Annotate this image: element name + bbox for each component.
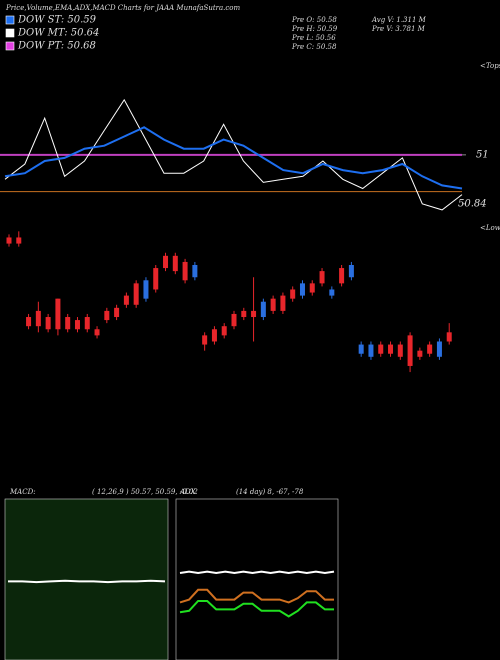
candle-body	[221, 326, 227, 336]
candle-body	[319, 271, 325, 284]
candle-body	[446, 332, 452, 342]
info-text: Avg V: 1.311 M	[371, 16, 427, 24]
candle-body	[104, 310, 110, 321]
info-text: Pre C: 50.58	[291, 43, 337, 51]
lows-marker: <Lows	[480, 224, 500, 232]
candle-body	[94, 329, 100, 336]
legend-label: DOW ST: 50.59	[17, 15, 97, 26]
adx-line	[179, 570, 335, 575]
info-text: Pre H: 50.59	[291, 25, 338, 33]
candle-body	[74, 320, 80, 330]
candle-body	[339, 268, 345, 284]
candle-body	[270, 298, 276, 311]
candle-body	[427, 344, 433, 354]
adx-text: (14 day) 8, -67, -78	[236, 488, 304, 496]
legend-swatch	[5, 41, 15, 51]
candle-body	[260, 301, 266, 318]
adx-panel	[175, 498, 339, 660]
candle-body	[192, 265, 198, 278]
info-text: Pre L: 50.56	[291, 34, 336, 42]
candle-body	[16, 237, 22, 244]
legend-label: DOW PT: 50.68	[17, 41, 96, 52]
candle-body	[55, 298, 61, 330]
candle-body	[378, 344, 384, 354]
info-text: Pre V: 3.781 M	[371, 25, 426, 33]
macd-panel	[4, 498, 169, 660]
candle-body	[290, 289, 296, 299]
adx-label: ADX	[179, 488, 197, 496]
candle-body	[6, 237, 12, 244]
candle-body	[388, 344, 394, 354]
y-tick-label: 51	[476, 149, 489, 160]
candle-body	[26, 317, 32, 327]
candle-body	[329, 289, 335, 296]
candle-body	[348, 265, 354, 278]
candle-body	[299, 283, 305, 296]
adx-line	[179, 588, 334, 604]
candle-body	[45, 317, 51, 330]
candle-body	[231, 313, 237, 327]
candle-body	[153, 268, 159, 290]
candle-body	[280, 295, 286, 311]
candle-body	[172, 255, 178, 272]
adx-line	[179, 600, 334, 618]
candle-body	[202, 335, 208, 345]
legend-swatch	[5, 15, 15, 25]
title: Price,Volume,EMA,ADX,MACD Charts for JAA…	[5, 4, 241, 12]
candle-body	[251, 310, 257, 318]
macd-text: ( 12,26,9 ) 50.57, 50.59, -0.02	[92, 488, 198, 496]
candle-body	[182, 261, 188, 281]
legend-label: DOW MT: 50.64	[17, 28, 99, 39]
candle-body	[65, 317, 71, 330]
candle-body	[436, 341, 442, 357]
candle-body	[211, 329, 217, 342]
tops-marker: <Tops	[480, 62, 500, 70]
ema-line	[4, 126, 463, 190]
macd-line	[8, 579, 166, 584]
candle-body	[35, 310, 41, 327]
legend-swatch	[5, 28, 15, 38]
candle-body	[84, 317, 90, 330]
candle-body	[143, 280, 149, 299]
candle-body	[123, 295, 129, 305]
candle-body	[309, 283, 315, 293]
candle-body	[397, 344, 403, 357]
candle-body	[407, 335, 413, 366]
candle-body	[417, 350, 423, 357]
candle-body	[163, 255, 169, 269]
candle-body	[133, 283, 139, 305]
candle-body	[241, 310, 247, 318]
candle-body	[114, 307, 120, 318]
macd-label: MACD:	[9, 488, 36, 496]
y-tick-label: 50.84	[458, 198, 487, 209]
candle-body	[358, 344, 364, 354]
candle-body	[368, 344, 374, 357]
info-text: Pre O: 50.58	[291, 16, 337, 24]
